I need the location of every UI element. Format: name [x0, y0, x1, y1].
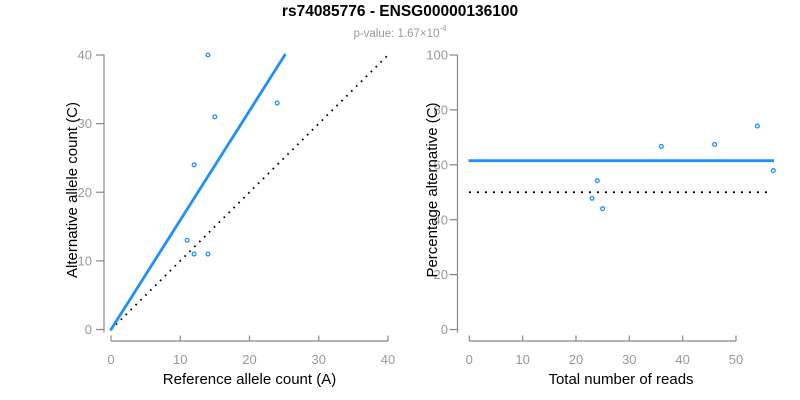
x-tick-label: 30 [622, 352, 636, 367]
data-point [770, 168, 776, 174]
data-point [212, 114, 218, 120]
x-tick-label: 50 [729, 352, 743, 367]
y-tick-label: 0 [441, 322, 448, 337]
data-point [274, 100, 280, 106]
y-tick-label: 40 [78, 48, 92, 63]
x-tick-label: 40 [381, 352, 395, 367]
left-yaxis-title: Alternative allele count (C) [64, 102, 81, 278]
y-tick-label: 10 [78, 253, 92, 268]
y-tick-label: 80 [434, 103, 448, 118]
y-tick-label: 0 [85, 322, 92, 337]
x-tick-label: 20 [242, 352, 256, 367]
pvalue-text: p-value: 1.67×10 [353, 27, 440, 40]
data-point [712, 141, 718, 148]
data-point [191, 162, 197, 168]
data-point [184, 237, 190, 243]
right-xaxis-title: Total number of reads [548, 371, 694, 388]
x-tick-label: 30 [312, 352, 326, 367]
y-tick-label: 20 [78, 185, 92, 200]
x-tick-label: 0 [107, 352, 114, 367]
y-tick-label: 30 [78, 116, 92, 131]
data-point [191, 251, 197, 257]
left-xaxis-title: Reference allele count (A) [162, 371, 337, 388]
identity-line [110, 54, 389, 331]
x-tick-label: 0 [466, 352, 473, 367]
x-tick-label: 10 [515, 352, 529, 367]
plot-subtitle: p-value: 1.67×10-4 [0, 23, 800, 41]
data-point [594, 178, 600, 184]
y-tick-label: 40 [434, 212, 448, 227]
data-point [589, 195, 595, 201]
data-point [205, 52, 211, 58]
y-tick-label: 100 [426, 48, 448, 63]
right-yaxis-title: Percentage alternative (C) [424, 102, 441, 278]
pvalue-exponent: -4 [439, 24, 447, 33]
x-tick-label: 40 [675, 352, 689, 367]
data-point [658, 143, 664, 149]
data-point [600, 206, 606, 212]
x-tick-label: 20 [569, 352, 583, 367]
x-tick-label: 10 [173, 352, 187, 367]
y-tick-label: 20 [434, 267, 448, 282]
fit-line [109, 53, 287, 331]
data-point [205, 251, 211, 257]
data-point [754, 123, 760, 129]
plot-title: rs74085776 - ENSG00000136100 [281, 3, 519, 20]
y-tick-label: 60 [434, 157, 448, 172]
